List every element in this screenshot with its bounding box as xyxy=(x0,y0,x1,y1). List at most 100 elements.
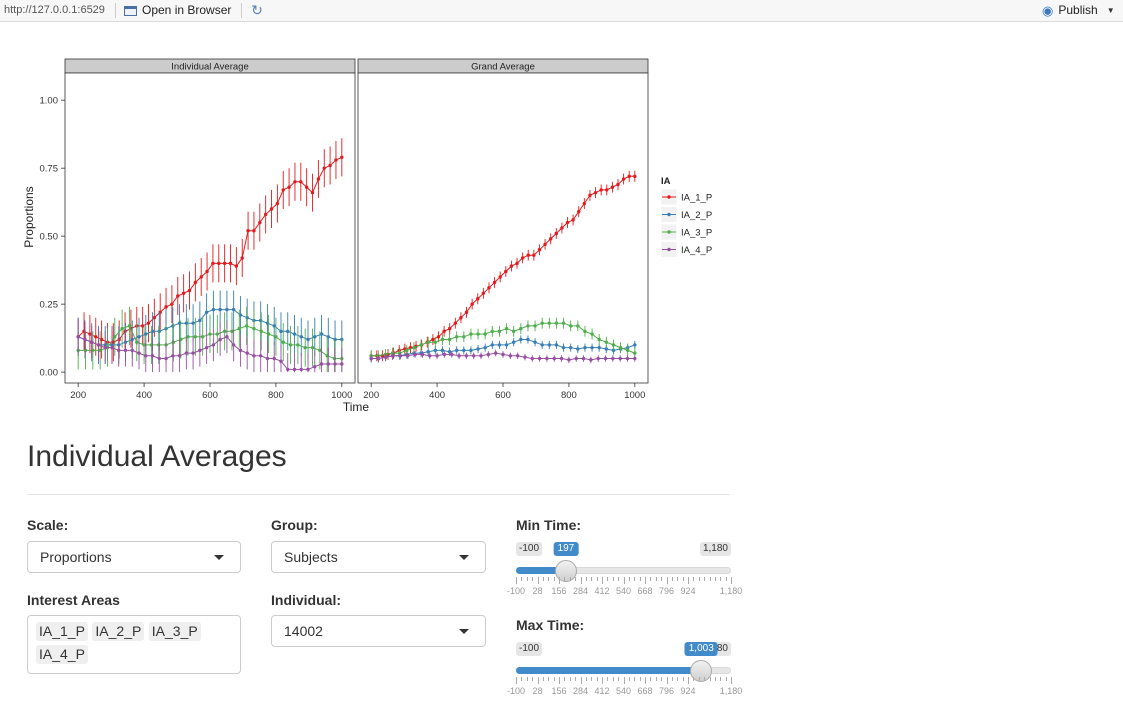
data-point xyxy=(469,332,473,336)
data-point xyxy=(504,326,509,331)
ia-chip[interactable]: IA_3_P xyxy=(148,622,201,641)
data-point xyxy=(204,345,209,350)
slider-grid-label: 540 xyxy=(615,686,632,696)
data-point xyxy=(369,356,373,361)
data-point xyxy=(164,356,168,361)
publish-button[interactable]: ◉ Publish ▼ xyxy=(1042,0,1115,21)
data-point xyxy=(391,354,395,358)
data-point xyxy=(540,321,544,325)
data-point xyxy=(258,354,263,358)
group-select[interactable]: Subjects xyxy=(271,541,486,573)
slider-handle[interactable] xyxy=(690,660,713,682)
data-point xyxy=(511,340,516,344)
slider-tick xyxy=(591,577,593,581)
data-point xyxy=(589,358,593,362)
slider-grid-label: 284 xyxy=(572,586,589,596)
slider-tick xyxy=(596,677,598,681)
slider-tick xyxy=(628,677,630,681)
x-tick-label: 200 xyxy=(363,390,379,401)
data-point xyxy=(618,356,622,361)
data-point xyxy=(610,185,615,189)
refresh-icon[interactable]: ↻ xyxy=(251,2,263,18)
slider-tick xyxy=(704,577,706,581)
slider-grid-label: 796 xyxy=(658,686,675,696)
data-point xyxy=(590,345,594,350)
slider-tick xyxy=(612,677,614,681)
slider-tick xyxy=(585,677,587,681)
slider-handle[interactable] xyxy=(554,560,577,582)
slider-tick xyxy=(526,677,528,681)
slider-tick xyxy=(682,677,684,681)
slider-tick xyxy=(575,677,577,681)
legend-title: IA xyxy=(661,176,671,187)
series-line-IA_4_P xyxy=(78,336,342,370)
data-point xyxy=(540,343,544,347)
data-point xyxy=(244,324,249,328)
data-point xyxy=(157,329,162,334)
data-point xyxy=(157,356,162,361)
data-point xyxy=(299,180,303,184)
legend-point xyxy=(667,195,671,199)
data-point xyxy=(543,242,547,247)
data-point xyxy=(406,354,410,358)
data-point xyxy=(476,332,480,336)
data-point xyxy=(130,348,134,353)
slider-tick xyxy=(714,577,716,581)
data-point xyxy=(193,280,198,285)
data-point xyxy=(222,261,227,266)
data-point xyxy=(171,340,176,344)
max-time-slider[interactable]: -100 1,180 1,003 -100 28 156 284 412 540 668 79… xyxy=(507,642,742,702)
open-in-browser-button[interactable]: Open in Browser xyxy=(124,0,231,21)
slider-tick xyxy=(720,577,722,581)
slider-tick xyxy=(602,577,603,584)
line-chart: Individual Average 200 400 600 800 1000 Grand … xyxy=(22,58,712,414)
slider-min-label: -100 xyxy=(516,642,543,656)
toolbar-divider xyxy=(115,3,116,18)
slider-tick xyxy=(688,677,689,684)
slider-tick xyxy=(655,677,657,681)
data-point xyxy=(621,177,626,181)
data-point xyxy=(281,188,285,192)
data-point xyxy=(279,329,283,334)
data-point xyxy=(186,335,190,339)
data-point xyxy=(605,188,609,192)
data-point xyxy=(453,321,458,325)
data-point xyxy=(526,253,530,257)
min-time-slider[interactable]: -100 1,180 197 -100 28 156 284 412 540 668 796 9… xyxy=(507,542,742,602)
data-point xyxy=(313,364,317,369)
legend-point xyxy=(667,247,671,252)
y-tick-label: 0.00 xyxy=(40,368,59,379)
slider-grid-label: 924 xyxy=(680,686,696,696)
slider-grid-label: -100 xyxy=(506,586,526,596)
scale-select-value: Proportions xyxy=(40,549,112,565)
data-point xyxy=(157,343,161,347)
slider-tick xyxy=(645,677,646,684)
slider-tick xyxy=(575,577,577,581)
slider-grid-label: 540 xyxy=(615,586,632,596)
individual-select[interactable]: 14002 xyxy=(271,615,486,647)
chevron-down-icon[interactable]: ▼ xyxy=(1106,6,1115,15)
slider-tick xyxy=(548,677,550,681)
interest-areas-multiselect[interactable]: IA_1_P IA_2_P IA_3_P IA_4_P xyxy=(27,615,241,674)
data-point xyxy=(577,209,581,214)
slider-tick xyxy=(532,677,534,681)
slider-grid-label: -100 xyxy=(506,686,526,696)
ia-chip[interactable]: IA_1_P xyxy=(36,622,88,641)
data-point xyxy=(509,264,514,268)
ia-chip[interactable]: IA_4_P xyxy=(36,645,88,664)
slider-min-label: -100 xyxy=(516,542,543,556)
x-tick-label: 1000 xyxy=(624,390,645,401)
data-point xyxy=(171,324,175,328)
data-point xyxy=(137,351,141,355)
facet-label: Grand Average xyxy=(471,62,535,73)
data-point xyxy=(266,332,271,336)
data-point xyxy=(576,324,580,328)
toolbar-divider xyxy=(241,3,242,18)
slider-tick xyxy=(537,577,539,584)
slider-tick xyxy=(731,577,732,584)
ia-chip[interactable]: IA_2_P xyxy=(92,622,145,641)
slider-tick xyxy=(682,577,684,581)
data-point xyxy=(238,348,243,353)
scale-select[interactable]: Proportions xyxy=(27,541,241,573)
data-point xyxy=(288,343,293,347)
